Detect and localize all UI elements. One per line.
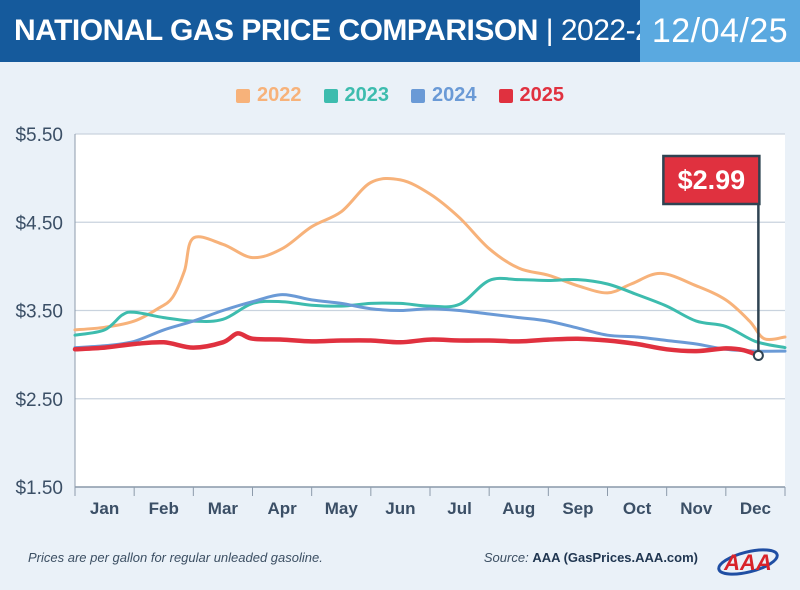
legend-item-2024: 2024 bbox=[411, 84, 477, 107]
x-tick-label: Apr bbox=[267, 499, 297, 518]
x-tick-label: Jan bbox=[90, 499, 119, 518]
series-line-2022 bbox=[73, 176, 787, 342]
legend-label-2024: 2024 bbox=[432, 84, 477, 106]
x-tick-label: Jul bbox=[447, 499, 472, 518]
legend-swatch-2024 bbox=[411, 88, 425, 103]
series-line-2023 bbox=[73, 276, 787, 350]
source-name: AAA (GasPrices.AAA.com) bbox=[532, 550, 698, 565]
chart-legend: 2022 2023 2024 2025 bbox=[0, 84, 800, 107]
footnote: Prices are per gallon for regular unlead… bbox=[28, 550, 323, 565]
legend-item-2022: 2022 bbox=[236, 84, 302, 107]
callout-label: $2.99 bbox=[678, 165, 746, 195]
aaa-logo-icon: AAA bbox=[717, 548, 779, 576]
y-tick-label: $2.50 bbox=[15, 390, 63, 411]
source-credit: Source: AAA (GasPrices.AAA.com) bbox=[484, 550, 698, 565]
x-tick-label: Nov bbox=[680, 499, 713, 518]
legend-swatch-2023 bbox=[323, 88, 338, 103]
legend-label-2025: 2025 bbox=[519, 84, 565, 106]
legend-label-2023: 2023 bbox=[344, 84, 390, 106]
x-tick-label: Feb bbox=[149, 499, 179, 518]
x-tick-label: Oct bbox=[623, 499, 652, 518]
series-line-2024 bbox=[73, 293, 787, 353]
legend-swatch-2022 bbox=[236, 88, 250, 103]
header-bar: NATIONAL GAS PRICE COMPARISON | 2022-202… bbox=[0, 0, 800, 62]
x-tick-label: Jun bbox=[385, 499, 415, 518]
x-tick-label: Mar bbox=[208, 499, 239, 518]
y-tick-label: $1.50 bbox=[15, 478, 63, 499]
callout-box bbox=[662, 154, 761, 206]
date-badge: 12/04/25 bbox=[640, 0, 800, 62]
y-tick-label: $4.50 bbox=[15, 213, 63, 234]
legend-label-2022: 2022 bbox=[257, 84, 302, 106]
y-tick-label: $3.50 bbox=[15, 302, 63, 323]
legend-swatch-2025 bbox=[498, 88, 513, 103]
callout-point bbox=[752, 350, 764, 362]
x-tick-label: Dec bbox=[740, 499, 771, 518]
x-tick-label: Aug bbox=[502, 499, 535, 518]
line-chart: $5.50 $4.50 $3.50 $2.50 $1.50 Jan Feb Mar Apr May… bbox=[15, 125, 787, 518]
title-separator: | bbox=[537, 14, 561, 47]
x-tick-label: Sep bbox=[562, 499, 593, 518]
title-main: NATIONAL GAS PRICE COMPARISON bbox=[14, 14, 538, 47]
legend-item-2025: 2025 bbox=[498, 84, 565, 107]
x-tick-label: May bbox=[325, 499, 359, 518]
logo-text: AAA bbox=[723, 550, 772, 575]
y-tick-label: $5.50 bbox=[15, 125, 63, 146]
series-line-2025 bbox=[72, 331, 761, 358]
source-prefix: Source: bbox=[483, 550, 533, 565]
legend-item-2023: 2023 bbox=[323, 84, 390, 107]
